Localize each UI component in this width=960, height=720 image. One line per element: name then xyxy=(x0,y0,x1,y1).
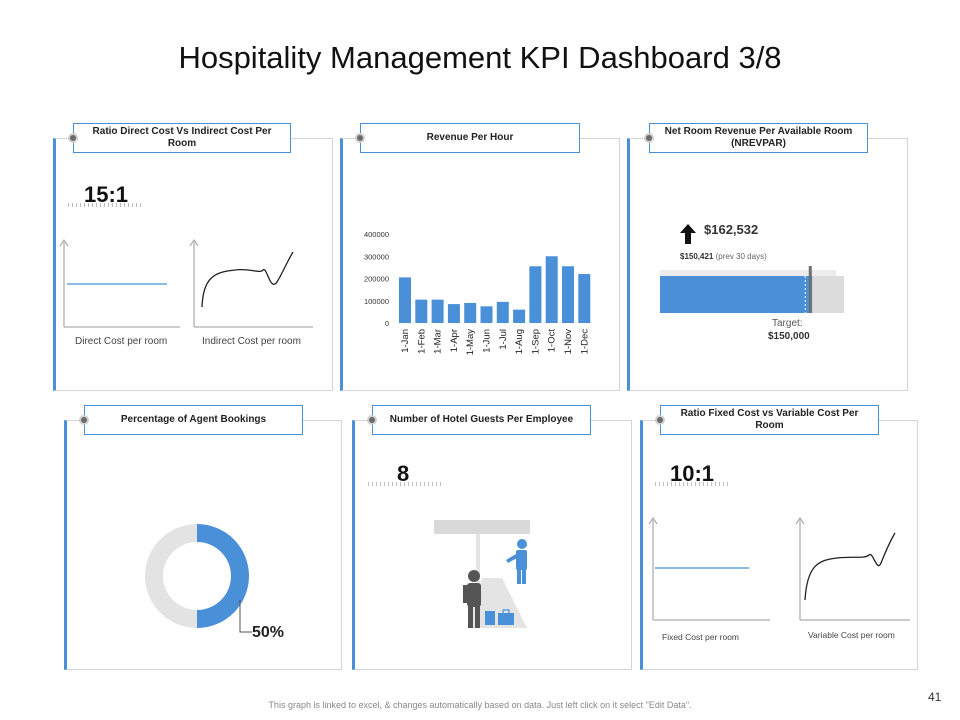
x-tick-label: 1-Aug xyxy=(514,329,525,354)
luggage-icon xyxy=(485,609,514,625)
nrevpar-value-bar xyxy=(660,276,813,313)
variable-cost-label: Variable Cost per room xyxy=(808,630,895,640)
indirect-cost-axes xyxy=(189,239,313,328)
indirect-cost-curve xyxy=(201,251,294,308)
x-tick-label: 1-Jan xyxy=(400,329,411,353)
x-tick-label: 1-Oct xyxy=(547,329,558,353)
direct-cost-axes xyxy=(59,239,180,328)
panel-title-agent-bookings: Percentage of Agent Bookings xyxy=(79,405,303,435)
revenue-bar xyxy=(545,256,558,323)
fixed-variable-underline xyxy=(655,482,730,486)
panel-title-nrevpar: Net Room Revenue Per Available Room (NRE… xyxy=(644,123,868,153)
ratio-value: 15:1 xyxy=(84,182,129,207)
direct-indirect-mini-charts xyxy=(59,239,313,328)
panel-revenue-per-hour xyxy=(340,138,620,391)
nrevpar-bullet-chart xyxy=(660,266,844,313)
nrevpar-range-band xyxy=(660,270,837,276)
x-tick-label: 1-Dec xyxy=(579,329,590,355)
revenue-bar xyxy=(480,306,493,323)
panel-nrevpar xyxy=(627,138,908,391)
guests-per-employee-value: 8 xyxy=(397,461,410,486)
nrevpar-previous: $150,421 (prev 30 days) xyxy=(680,252,767,261)
agent-bookings-percentage: 50% xyxy=(252,624,285,641)
panel-title-revenue-per-hour: Revenue Per Hour xyxy=(355,123,580,153)
variable-cost-curve xyxy=(804,532,896,601)
revenue-bar xyxy=(399,277,411,323)
y-tick-label: 0 xyxy=(385,319,389,328)
variable-cost-axes xyxy=(795,517,910,621)
panel-agent-bookings xyxy=(64,420,342,670)
x-tick-label: 1-Apr xyxy=(449,329,460,352)
panel-title-guests-per-employee: Number of Hotel Guests Per Employee xyxy=(367,405,591,435)
panel-title-fixed-variable-cost: Ratio Fixed Cost vs Variable Cost Per Ro… xyxy=(655,405,879,435)
title-dot-icon xyxy=(68,133,78,143)
donut-leader-line xyxy=(239,600,252,633)
revenue-bar xyxy=(431,299,444,323)
revenue-bar xyxy=(464,302,477,323)
target-value: $150,000 xyxy=(768,331,810,342)
indirect-cost-label: Indirect Cost per room xyxy=(202,336,301,347)
x-tick-label: 1-Jul xyxy=(498,329,509,350)
fixed-cost-axes xyxy=(648,517,770,621)
x-tick-label: 1-Jun xyxy=(482,329,493,353)
x-tick-label: 1-May xyxy=(465,329,476,356)
revenue-bar-chart: 0 100000 200000 300000 400000 1-Jan 1-Feb 1-Mar… xyxy=(364,230,591,356)
x-tick-label: 1-Nov xyxy=(563,329,574,355)
title-dot-icon xyxy=(655,415,665,425)
page-title: Hospitality Management KPI Dashboard 3/8 xyxy=(178,40,782,75)
y-tick-label: 300000 xyxy=(364,252,389,261)
revenue-bar xyxy=(529,266,542,323)
panel-fixed-variable-cost xyxy=(640,420,918,670)
nrevpar-previous-marker xyxy=(808,266,812,313)
agent-bookings-donut xyxy=(145,524,249,628)
direct-cost-label: Direct Cost per room xyxy=(75,336,168,347)
revenue-bar xyxy=(496,301,509,323)
clerk-icon xyxy=(506,539,527,584)
donut-slice xyxy=(197,524,249,628)
hotel-reception-illustration xyxy=(434,520,530,628)
up-arrow-icon xyxy=(680,224,696,244)
donut-slice xyxy=(145,524,197,628)
fixed-variable-ratio-value: 10:1 xyxy=(670,461,715,486)
x-tick-label: 1-Feb xyxy=(416,329,427,354)
title-dot-icon xyxy=(644,133,654,143)
title-dot-icon xyxy=(355,133,365,143)
nrevpar-value: $162,532 xyxy=(704,222,759,237)
revenue-bar xyxy=(415,299,428,323)
revenue-bar xyxy=(513,309,526,323)
fixed-variable-mini-charts xyxy=(648,517,910,621)
target-label: Target: xyxy=(772,318,803,329)
x-tick-label: 1-Sep xyxy=(530,329,541,354)
guest-icon xyxy=(463,570,481,628)
y-tick-label: 100000 xyxy=(364,297,389,306)
revenue-bar xyxy=(578,274,591,323)
panel-title-direct-indirect-cost: Ratio Direct Cost Vs Indirect Cost Per R… xyxy=(68,123,291,153)
guests-value-underline xyxy=(368,482,443,486)
ratio-underline xyxy=(68,203,143,207)
y-tick-label: 400000 xyxy=(364,230,389,239)
y-tick-label: 200000 xyxy=(364,275,389,284)
title-dot-icon xyxy=(367,415,377,425)
footer-note: This graph is linked to excel, & changes… xyxy=(268,700,692,710)
revenue-bar xyxy=(562,266,574,323)
fixed-cost-label: Fixed Cost per room xyxy=(662,632,739,642)
revenue-bar xyxy=(447,304,460,323)
page-number: 41 xyxy=(928,690,942,704)
x-tick-label: 1-Mar xyxy=(433,329,444,354)
title-dot-icon xyxy=(79,415,89,425)
